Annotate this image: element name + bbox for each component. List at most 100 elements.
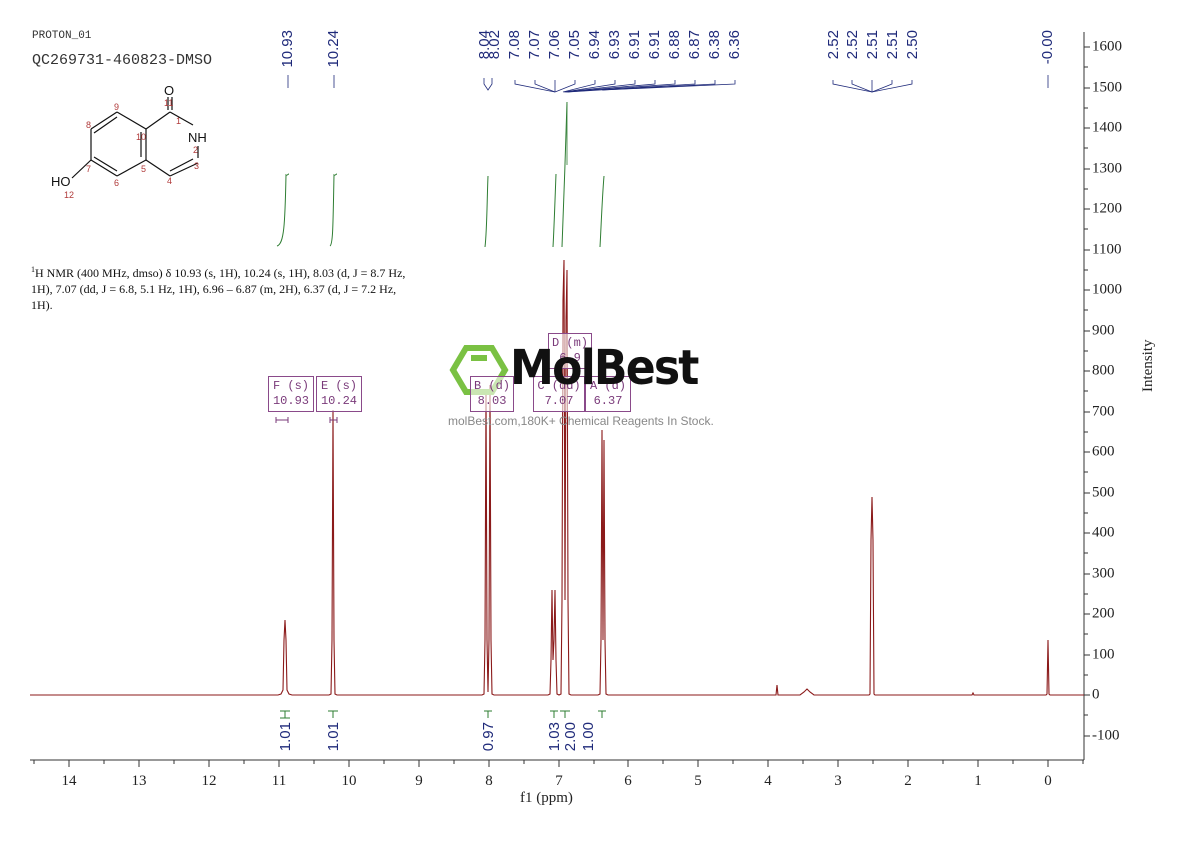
x-minor-ticks [33, 760, 1084, 764]
y-tick-label: 100 [1092, 646, 1115, 663]
y-axis-label: Intensity [1140, 339, 1156, 393]
peak-label-5: 7.05 [566, 30, 583, 60]
multiplet-box-b: B (d) 8.03 [470, 376, 514, 412]
integral-value-10-24: 1.01 [325, 722, 342, 752]
peak-label-8: 6.91 [626, 30, 643, 60]
watermark-brand: MolBest [510, 340, 699, 396]
x-tick-label: 2 [904, 773, 912, 789]
svg-text:10: 10 [136, 132, 146, 142]
y-minor-ticks [1084, 66, 1088, 716]
x-tick-label: 1 [974, 773, 982, 789]
y-tick-label: 1200 [1092, 200, 1122, 217]
y-tick-label: 700 [1092, 403, 1115, 420]
svg-text:2: 2 [193, 145, 198, 155]
peak-label-10-24: 10.24 [325, 30, 342, 68]
nmr-summary: 1H NMR (400 MHz, dmso) δ 10.93 (s, 1H), … [31, 262, 411, 313]
sample-name: QC269731-460823-DMSO [32, 52, 213, 69]
y-tick-label: 800 [1092, 362, 1115, 379]
y-tick-label: 1300 [1092, 160, 1122, 177]
peak-label-12: 6.38 [706, 30, 723, 60]
peak-label-7: 6.93 [606, 30, 623, 60]
peak-label-dmso-1: 2.52 [844, 30, 861, 60]
peak-label-2: 7.08 [506, 30, 523, 60]
x-major-ticks [68, 760, 1049, 767]
x-axis-label: f1 (ppm) [520, 790, 573, 806]
integral-value-6-9: 2.00 [562, 722, 579, 752]
multiplet-box-a: A (d) 6.37 [585, 376, 631, 412]
x-tick-label: 3 [834, 773, 842, 789]
peak-label-10: 6.88 [666, 30, 683, 60]
x-tick-label: 6 [624, 773, 632, 789]
nucleus-superscript: 1 [31, 265, 35, 274]
multiplet-range-markers [275, 417, 338, 423]
svg-text:6: 6 [114, 178, 119, 188]
experiment-name: PROTON_01 [32, 30, 92, 42]
svg-text:4: 4 [167, 176, 172, 186]
y-tick-label: 1500 [1092, 79, 1122, 96]
molecule-atom-labels: O NH HO 11 1 2 3 4 5 6 7 8 9 10 12 [51, 83, 207, 200]
peak-label-dmso-3: 2.51 [884, 30, 901, 60]
peak-label-dmso-2: 2.51 [864, 30, 881, 60]
y-tick-label: 600 [1092, 443, 1115, 460]
y-axis [1083, 32, 1090, 760]
multiplet-box-c: C (dd) 7.07 [533, 376, 585, 412]
molecule-structure [71, 97, 199, 179]
x-tick-label: 12 [201, 773, 217, 789]
x-tick-label: 13 [131, 773, 147, 789]
integral-value-7-07: 1.03 [546, 722, 563, 752]
y-tick-label: 300 [1092, 565, 1115, 582]
x-tick-label: 8 [485, 773, 493, 789]
svg-text:1: 1 [176, 116, 181, 126]
peak-label-4: 7.06 [546, 30, 563, 60]
svg-text:7: 7 [86, 164, 91, 174]
multiplet-box-d: D (m) 6.9 [548, 333, 592, 369]
svg-text:NH: NH [188, 130, 207, 145]
spectrum-trace [30, 259, 1084, 696]
integral-value-6-37: 1.00 [580, 722, 597, 752]
x-tick-label: 11 [271, 773, 287, 789]
y-tick-label: 400 [1092, 524, 1115, 541]
x-tick-label: 9 [415, 773, 423, 789]
svg-text:8: 8 [86, 120, 91, 130]
x-tick-label: 14 [61, 773, 77, 789]
peak-label-dmso-0: 2.52 [825, 30, 842, 60]
svg-text:12: 12 [64, 190, 74, 200]
peak-label-13: 6.36 [726, 30, 743, 60]
y-major-ticks [1084, 46, 1090, 737]
svg-text:HO: HO [51, 174, 71, 189]
svg-text:3: 3 [194, 161, 199, 171]
multiplet-box-e: E (s) 10.24 [316, 376, 362, 412]
y-tick-label: 1000 [1092, 281, 1122, 298]
y-tick-label: 1600 [1092, 38, 1122, 55]
svg-text:9: 9 [114, 102, 119, 112]
peak-label-9: 6.91 [646, 30, 663, 60]
peak-label-dmso-4: 2.50 [904, 30, 921, 60]
y-tick-label: 1100 [1092, 241, 1122, 258]
peak-label-3: 7.07 [526, 30, 543, 60]
x-tick-label: 7 [555, 773, 563, 789]
peak-label-leaders [287, 75, 1049, 165]
y-tick-label: 0 [1092, 686, 1100, 703]
integration-curves [276, 101, 605, 248]
x-tick-label: 0 [1044, 773, 1052, 789]
multiplet-box-f: F (s) 10.93 [268, 376, 314, 412]
x-tick-label: 5 [694, 773, 702, 789]
peak-label-1: 8.02 [486, 30, 503, 60]
peak-label-tms: -0.00 [1039, 30, 1056, 65]
y-tick-label: 1400 [1092, 119, 1122, 136]
y-tick-label: 200 [1092, 605, 1115, 622]
svg-text:5: 5 [141, 164, 146, 174]
peak-label-11: 6.87 [686, 30, 703, 60]
y-tick-label: 900 [1092, 322, 1115, 339]
y-tick-label: 500 [1092, 484, 1115, 501]
peak-label-10-93: 10.93 [279, 30, 296, 68]
x-tick-label: 4 [764, 773, 772, 789]
peak-label-6: 6.94 [586, 30, 603, 60]
integral-value-10-93: 1.01 [277, 722, 294, 752]
integral-value-8-03: 0.97 [480, 722, 497, 752]
x-axis [30, 759, 1084, 767]
x-tick-label: 10 [341, 773, 357, 789]
summary-text: H NMR (400 MHz, dmso) δ 10.93 (s, 1H), 1… [31, 266, 406, 312]
integration-markers [280, 710, 606, 719]
